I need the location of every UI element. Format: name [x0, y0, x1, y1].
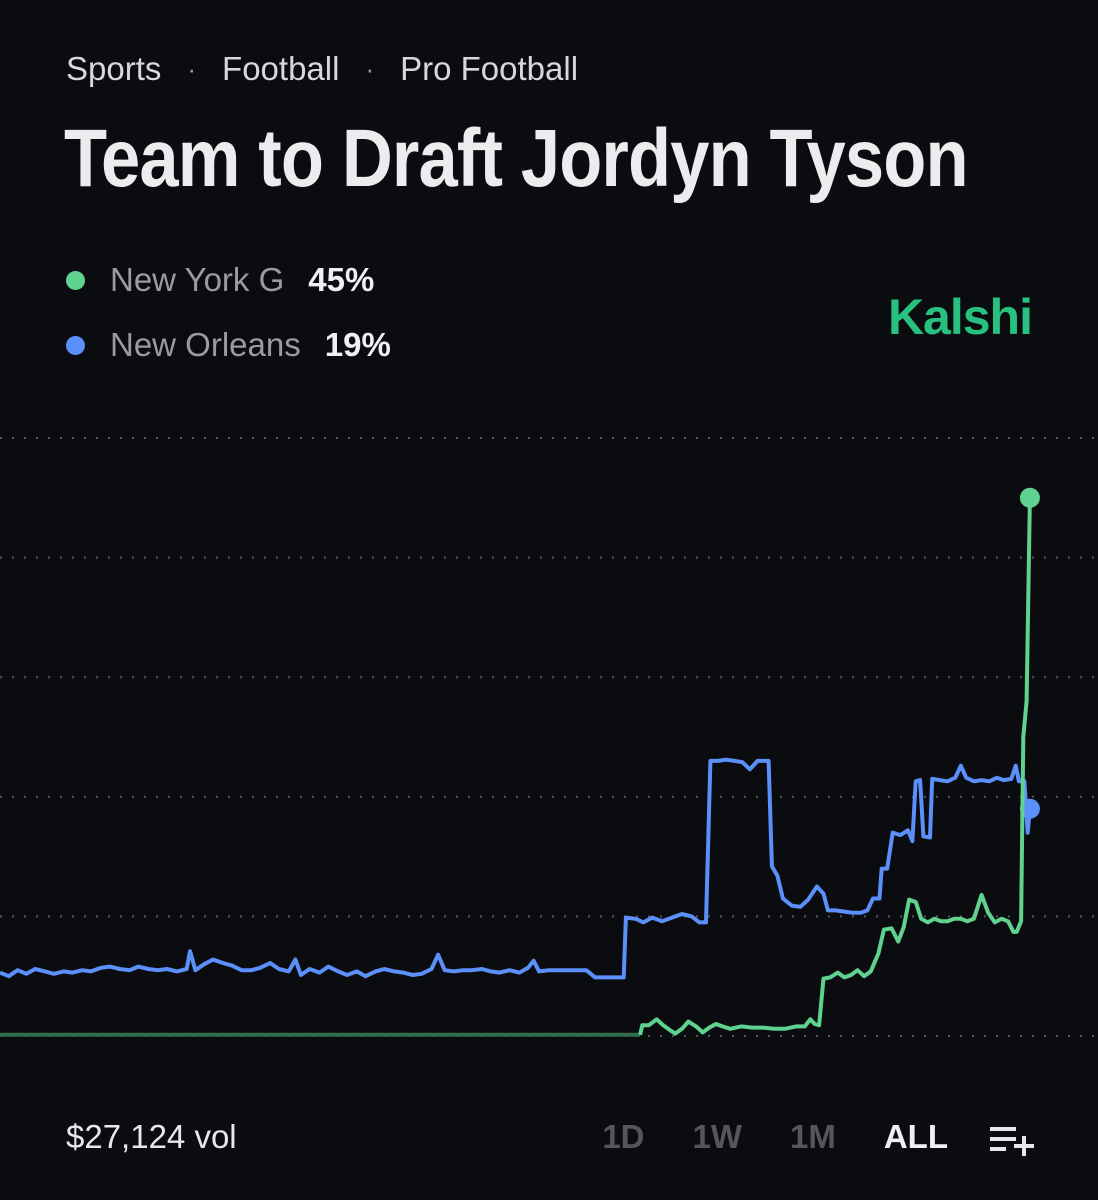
playlist-add-icon[interactable] [990, 1124, 1036, 1158]
series-line-new-orleans[interactable] [0, 757, 1032, 980]
range-selector: 1D 1W 1M ALL [554, 1118, 948, 1156]
legend-name: New York G [110, 261, 285, 298]
page-title: Team to Draft Jordyn Tyson [64, 113, 969, 204]
chart-footer: $27,124 vol 1D 1W 1M ALL [0, 1110, 1098, 1170]
kalshi-logo: Kalshi [887, 289, 1033, 345]
series-line-new-york-g[interactable] [638, 497, 1032, 1036]
breadcrumb-football[interactable]: Football [222, 50, 340, 87]
series-dot-icon [66, 335, 85, 355]
series-end-point-new-york-g [1019, 487, 1040, 508]
range-all-button[interactable]: ALL [883, 1118, 948, 1155]
legend-item-new-orleans[interactable]: New Orleans 19% [66, 323, 391, 367]
series-dot-icon [66, 270, 85, 290]
breadcrumb-pro-football[interactable]: Pro Football [400, 50, 579, 87]
range-1w-button[interactable]: 1W [692, 1118, 743, 1155]
breadcrumb-separator: · [187, 53, 197, 84]
breadcrumb: Sports · Football · Pro Football [66, 50, 578, 88]
legend-value: 19% [324, 326, 391, 363]
range-1m-button[interactable]: 1M [790, 1118, 836, 1155]
volume-label: $27,124 vol [66, 1118, 237, 1155]
legend-name: New Orleans [110, 326, 301, 363]
breadcrumb-separator: · [365, 53, 375, 84]
price-chart[interactable] [0, 400, 1098, 1080]
series-end-point-new-orleans [1019, 798, 1040, 819]
legend-item-new-york-g[interactable]: New York G 45% [66, 258, 391, 302]
breadcrumb-sports[interactable]: Sports [66, 50, 162, 87]
range-1d-button[interactable]: 1D [602, 1118, 645, 1155]
legend-value: 45% [308, 261, 375, 298]
chart-legend: New York G 45% New Orleans 19% [66, 258, 391, 388]
